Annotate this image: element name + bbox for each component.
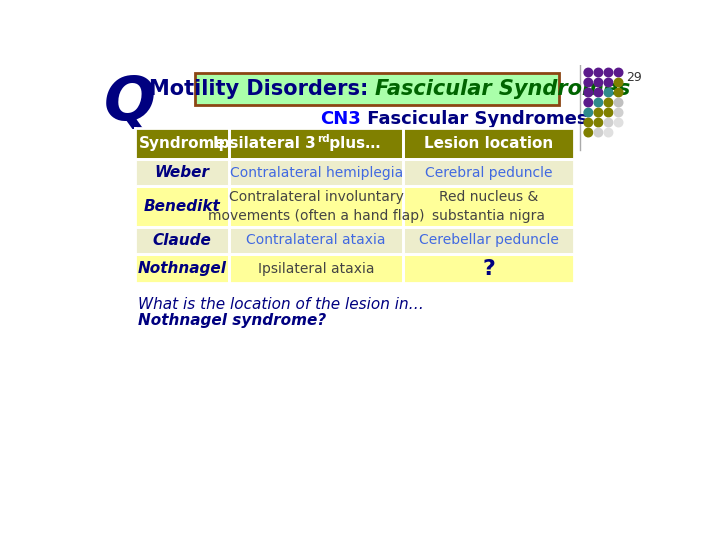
Text: Contralateral involuntary
movements (often a hand flap): Contralateral involuntary movements (oft… [208, 190, 425, 222]
Bar [403, 159, 575, 186]
Bar [403, 186, 575, 226]
Circle shape [584, 68, 593, 77]
Text: Nothnagel syndrome?: Nothnagel syndrome? [138, 313, 326, 328]
FancyBboxPatch shape [194, 72, 559, 105]
Text: Cerebellar peduncle: Cerebellar peduncle [419, 233, 559, 247]
Circle shape [584, 78, 593, 87]
Circle shape [584, 109, 593, 117]
Text: Ipsilateral ataxia: Ipsilateral ataxia [258, 262, 374, 276]
Circle shape [604, 129, 613, 137]
Bar [135, 159, 230, 186]
Circle shape [614, 109, 623, 117]
Circle shape [594, 68, 603, 77]
Text: rd: rd [317, 134, 330, 145]
Text: Contralateral ataxia: Contralateral ataxia [246, 233, 386, 247]
Bar [403, 226, 575, 254]
Circle shape [594, 118, 603, 127]
Text: What is the location of the lesion in…: What is the location of the lesion in… [138, 298, 424, 312]
Circle shape [614, 78, 623, 87]
Bar [230, 159, 403, 186]
Circle shape [614, 118, 623, 127]
Text: plus…: plus… [324, 136, 380, 151]
Circle shape [594, 78, 603, 87]
Text: Nothnagel: Nothnagel [138, 261, 227, 276]
Text: Claude: Claude [153, 233, 212, 248]
Circle shape [604, 118, 613, 127]
Bar [403, 254, 575, 284]
Bar [135, 186, 230, 226]
Text: Q: Q [104, 74, 156, 133]
Circle shape [594, 88, 603, 97]
Circle shape [604, 98, 613, 107]
Circle shape [594, 129, 603, 137]
Circle shape [604, 109, 613, 117]
Bar [230, 226, 403, 254]
Circle shape [604, 88, 613, 97]
Bar [230, 186, 403, 226]
Bar [230, 128, 403, 159]
Text: Lesion location: Lesion location [424, 136, 553, 151]
Text: Contralateral hemiplegia: Contralateral hemiplegia [230, 166, 402, 180]
Circle shape [584, 88, 593, 97]
Text: Weber: Weber [155, 165, 210, 180]
Text: Syndrome: Syndrome [139, 136, 225, 151]
Circle shape [594, 109, 603, 117]
Circle shape [584, 98, 593, 107]
Circle shape [614, 88, 623, 97]
Circle shape [584, 129, 593, 137]
Text: CN3: CN3 [320, 110, 361, 127]
Text: ?: ? [482, 259, 495, 279]
Circle shape [594, 98, 603, 107]
Bar [135, 254, 230, 284]
Circle shape [614, 68, 623, 77]
Text: 29: 29 [626, 71, 642, 84]
Text: Fascicular Syndromes: Fascicular Syndromes [375, 79, 631, 99]
Text: Red nucleus &
substantia nigra: Red nucleus & substantia nigra [432, 190, 545, 222]
Text: Motility Disorders:: Motility Disorders: [148, 79, 375, 99]
Circle shape [604, 78, 613, 87]
Bar [135, 128, 230, 159]
Bar [135, 226, 230, 254]
Circle shape [604, 68, 613, 77]
Text: Cerebral peduncle: Cerebral peduncle [425, 166, 552, 180]
Text: Ipsilateral 3: Ipsilateral 3 [213, 136, 316, 151]
Text: Fascicular Syndromes: Fascicular Syndromes [361, 110, 588, 127]
Circle shape [584, 118, 593, 127]
Bar [230, 254, 403, 284]
Circle shape [614, 98, 623, 107]
Text: Benedikt: Benedikt [144, 199, 220, 214]
Bar [403, 128, 575, 159]
